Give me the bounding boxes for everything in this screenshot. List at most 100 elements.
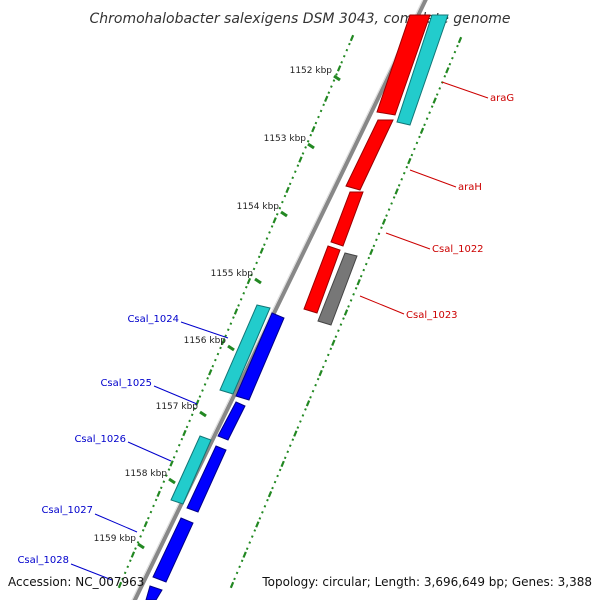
gc-mark-inner bbox=[263, 504, 267, 508]
gc-mark-inner bbox=[392, 196, 396, 199]
gene-label-csal-1023[interactable]: Csal_1023 bbox=[406, 310, 458, 321]
gc-mark-outer bbox=[232, 316, 235, 319]
gene-label-csal-1026[interactable]: Csal_1026 bbox=[74, 434, 126, 445]
scale-ticks: 1152 kbp 1153 kbp 1154 kbp 1155 kbp 1156 kbp… bbox=[94, 66, 341, 550]
scale-tick-label: 1158 kbp bbox=[125, 469, 168, 479]
gc-mark-inner bbox=[352, 293, 355, 296]
gc-mark-inner bbox=[359, 274, 363, 278]
gene-label-arah[interactable]: araH bbox=[458, 182, 482, 193]
cds-csal-1026 bbox=[186, 445, 227, 513]
gc-mark-outer bbox=[233, 308, 239, 315]
gc-mark-outer bbox=[288, 182, 292, 186]
gc-mark-outer bbox=[185, 425, 189, 429]
scale-tick-label: 1156 kbp bbox=[184, 336, 227, 346]
gc-mark-outer bbox=[169, 460, 174, 467]
gc-mark-outer bbox=[180, 437, 184, 441]
gc-mark-outer bbox=[162, 480, 166, 483]
map-title: Chromohalobacter salexigens DSM 3043, co… bbox=[90, 11, 511, 27]
gc-mark-outer bbox=[281, 200, 284, 204]
footer: Accession: NC_007963 Topology: circular;… bbox=[8, 575, 592, 589]
cds-csal-1028 bbox=[145, 585, 163, 600]
gc-mark-outer bbox=[195, 399, 200, 406]
gc-mark-inner bbox=[291, 438, 295, 441]
gc-mark-outer bbox=[121, 577, 124, 581]
gc-mark-outer bbox=[272, 217, 277, 224]
gene-label-aragG[interactable]: araG bbox=[490, 93, 514, 104]
gc-mark-inner bbox=[362, 268, 366, 272]
gc-mark-inner bbox=[339, 323, 343, 326]
gc-mark-outer bbox=[311, 125, 316, 133]
gc-mark-inner bbox=[258, 517, 262, 520]
gc-mark-inner bbox=[283, 456, 287, 460]
gc-mark-outer bbox=[224, 334, 227, 338]
gc-mark-inner bbox=[347, 305, 350, 308]
gc-mark-outer bbox=[257, 255, 261, 259]
gc-mark-outer bbox=[252, 267, 256, 271]
gc-mark-inner bbox=[375, 238, 378, 242]
gc-mark-outer bbox=[154, 498, 158, 502]
scale-tick-label: 1153 kbp bbox=[264, 134, 307, 144]
accession-text: Accession: NC_007963 bbox=[8, 575, 144, 589]
gc-mark-outer bbox=[327, 91, 331, 95]
gc-mark-outer bbox=[193, 407, 197, 411]
gc-mark-outer bbox=[149, 510, 153, 514]
gc-mark-inner bbox=[407, 157, 412, 165]
gc-mark-inner bbox=[301, 414, 305, 417]
gene-label-csal-1024[interactable]: Csal_1024 bbox=[127, 314, 179, 325]
gc-mark-outer bbox=[283, 194, 287, 198]
gc-mark-outer bbox=[126, 565, 130, 569]
gc-mark-inner bbox=[438, 87, 442, 90]
gc-mark-inner bbox=[410, 153, 414, 157]
gc-mark-inner bbox=[321, 365, 325, 369]
gc-mark-inner bbox=[397, 184, 401, 187]
backbone-arc bbox=[131, 0, 428, 600]
gc-mark-inner bbox=[381, 218, 387, 225]
scale-tick-mark bbox=[254, 277, 262, 285]
cds-csal-1024 bbox=[235, 312, 285, 401]
gc-mark-inner bbox=[296, 426, 300, 429]
scale-tick-mark bbox=[168, 477, 176, 485]
gc-mark-outer bbox=[156, 490, 161, 498]
gene-label-csal-1025[interactable]: Csal_1025 bbox=[100, 378, 152, 389]
feature-csal-1023-grey bbox=[317, 252, 358, 326]
gc-mark-inner bbox=[430, 105, 434, 108]
gc-mark-inner bbox=[418, 135, 421, 139]
gc-mark-inner bbox=[316, 377, 320, 381]
scale-tick-mark bbox=[307, 142, 315, 150]
gc-mark-inner bbox=[405, 165, 409, 169]
gc-mark-outer bbox=[285, 186, 290, 194]
gene-label-csal-1027[interactable]: Csal_1027 bbox=[41, 505, 93, 516]
gene-label-csal-1028[interactable]: Csal_1028 bbox=[17, 555, 69, 566]
gc-mark-inner bbox=[457, 36, 463, 44]
gc-mark-outer bbox=[172, 456, 176, 459]
gc-mark-outer bbox=[348, 42, 351, 46]
gc-mark-outer bbox=[335, 73, 338, 76]
gc-mark-inner bbox=[288, 444, 292, 448]
gc-mark-outer bbox=[340, 61, 343, 64]
gc-mark-inner bbox=[364, 262, 368, 266]
gc-mark-outer bbox=[129, 559, 132, 562]
gc-mark-outer bbox=[211, 364, 215, 368]
gc-skew-track-outer bbox=[117, 34, 355, 589]
gc-mark-inner bbox=[240, 559, 244, 563]
gc-mark-outer bbox=[291, 176, 295, 180]
gc-mark-inner bbox=[448, 62, 452, 66]
gc-mark-inner bbox=[390, 202, 393, 205]
gc-mark-outer bbox=[159, 486, 163, 490]
scale-tick-label: 1152 kbp bbox=[290, 66, 333, 76]
gc-mark-outer bbox=[293, 170, 297, 174]
gc-mark-outer bbox=[175, 449, 179, 453]
cds-araH bbox=[345, 119, 394, 191]
gc-mark-inner bbox=[235, 571, 239, 575]
gc-mark-outer bbox=[139, 535, 142, 538]
gc-mark-inner bbox=[334, 335, 338, 339]
cds-csal-1025 bbox=[217, 401, 246, 441]
rna-feature-csal-1026 bbox=[170, 435, 212, 505]
gc-mark-outer bbox=[237, 304, 240, 307]
gene-label-csal-1022[interactable]: Csal_1022 bbox=[432, 244, 484, 255]
gene-labels-left: Csal_1024 Csal_1025 Csal_1026 Csal_1027 … bbox=[17, 314, 229, 581]
gc-mark-inner bbox=[372, 244, 376, 248]
gc-mark-outer bbox=[301, 152, 305, 155]
gc-mark-inner bbox=[299, 420, 302, 423]
gc-mark-outer bbox=[219, 346, 222, 350]
